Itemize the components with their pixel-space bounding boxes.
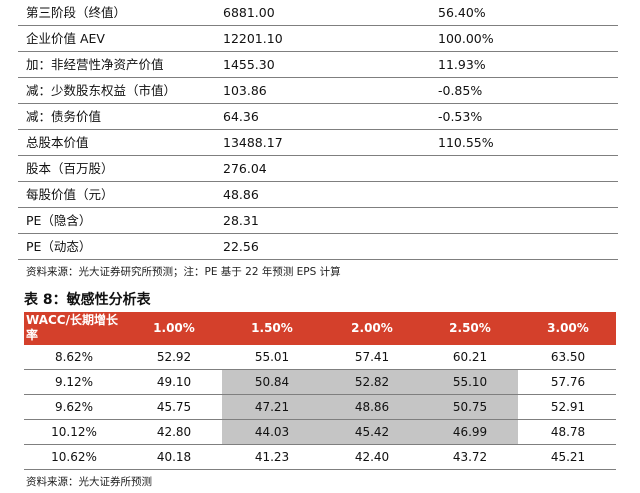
table-row: 加：非经营性净资产价值 1455.30 11.93% [18, 52, 618, 78]
row-value: 1455.30 [223, 57, 275, 72]
value-cell: 57.76 [550, 375, 586, 389]
value-cell: 52.82 [354, 375, 390, 389]
value-cell: 45.42 [354, 425, 390, 439]
header-growth-rate: 2.00% [351, 321, 393, 335]
value-cell: 44.03 [254, 425, 290, 439]
row-value: 13488.17 [223, 135, 283, 150]
value-cell: 48.78 [550, 425, 586, 439]
row-percent: 110.55% [438, 135, 494, 150]
header-growth-rate: 2.50% [449, 321, 491, 335]
header-corner-label: WACC/长期增长率 [26, 313, 118, 342]
valuation-table: 第三阶段（终值） 6881.00 56.40% 企业价值 AEV 12201.10 100… [18, 0, 618, 260]
row-label: 减：少数股东权益（市值） [26, 83, 177, 98]
row-percent: 56.40% [438, 5, 486, 20]
value-cell: 50.75 [452, 400, 488, 414]
value-cell: 42.40 [354, 450, 390, 464]
highlight-block [222, 370, 518, 445]
table-row: 8.62% 52.92 55.01 57.41 60.21 63.50 [24, 345, 616, 370]
wacc-cell: 8.62% [54, 350, 94, 364]
row-label: PE（隐含） [26, 213, 92, 228]
row-label: PE（动态） [26, 239, 92, 254]
table-row: 减：少数股东权益（市值） 103.86 -0.85% [18, 78, 618, 104]
table-row: 股本（百万股） 276.04 [18, 156, 618, 182]
table-row: 9.12% 49.10 50.84 52.82 55.10 57.76 [24, 370, 616, 395]
value-cell: 47.21 [254, 400, 290, 414]
table-row: 减：债务价值 64.36 -0.53% [18, 104, 618, 130]
row-label: 减：债务价值 [26, 109, 102, 124]
value-cell: 41.23 [254, 450, 290, 464]
value-cell: 48.86 [354, 400, 390, 414]
table-row: 10.62% 40.18 41.23 42.40 43.72 45.21 [24, 445, 616, 470]
value-cell: 45.21 [550, 450, 586, 464]
source-note: 资料来源：光大证券所预测 [26, 476, 152, 488]
value-cell: 52.92 [156, 350, 192, 364]
row-value: 22.56 [223, 239, 259, 254]
row-percent: -0.53% [438, 109, 483, 124]
row-label: 第三阶段（终值） [26, 5, 127, 20]
row-value: 6881.00 [223, 5, 275, 20]
value-cell: 42.80 [156, 425, 192, 439]
table-row: 10.12% 42.80 44.03 45.42 46.99 48.78 [24, 420, 616, 445]
wacc-cell: 9.62% [54, 400, 94, 414]
row-value: 28.31 [223, 213, 259, 228]
value-cell: 55.01 [254, 350, 290, 364]
row-label: 企业价值 AEV [26, 31, 105, 46]
row-value: 12201.10 [223, 31, 283, 46]
table-row: 总股本价值 13488.17 110.55% [18, 130, 618, 156]
table-row: 企业价值 AEV 12201.10 100.00% [18, 26, 618, 52]
value-cell: 50.84 [254, 375, 290, 389]
row-value: 64.36 [223, 109, 259, 124]
row-value: 103.86 [223, 83, 267, 98]
source-note: 资料来源：光大证券研究所预测；注：PE 基于 22 年预测 EPS 计算 [26, 266, 341, 278]
value-cell: 60.21 [452, 350, 488, 364]
value-cell: 63.50 [550, 350, 586, 364]
table-row: PE（隐含） 28.31 [18, 208, 618, 234]
table-title: 表 8：敏感性分析表 [24, 292, 151, 308]
row-label: 股本（百万股） [26, 161, 114, 176]
row-percent: 11.93% [438, 57, 486, 72]
table-row: 第三阶段（终值） 6881.00 56.40% [18, 0, 618, 26]
row-percent: 100.00% [438, 31, 494, 46]
table-header-row: WACC/长期增长率 1.00% 1.50% 2.00% 2.50% 3.00% [24, 312, 616, 345]
value-cell: 46.99 [452, 425, 488, 439]
table-row: 每股价值（元） 48.86 [18, 182, 618, 208]
row-label: 加：非经营性净资产价值 [26, 57, 164, 72]
row-value: 276.04 [223, 161, 267, 176]
wacc-cell: 9.12% [54, 375, 94, 389]
wacc-cell: 10.12% [51, 425, 97, 439]
value-cell: 49.10 [156, 375, 192, 389]
row-percent: -0.85% [438, 83, 483, 98]
table-row: 9.62% 45.75 47.21 48.86 50.75 52.91 [24, 395, 616, 420]
value-cell: 40.18 [156, 450, 192, 464]
value-cell: 45.75 [156, 400, 192, 414]
wacc-cell: 10.62% [51, 450, 97, 464]
value-cell: 52.91 [550, 400, 586, 414]
value-cell: 55.10 [452, 375, 488, 389]
row-value: 48.86 [223, 187, 259, 202]
header-growth-rate: 1.50% [251, 321, 293, 335]
row-label: 每股价值（元） [26, 187, 114, 202]
sensitivity-table: WACC/长期增长率 1.00% 1.50% 2.00% 2.50% 3.00% 8.6… [24, 312, 616, 470]
header-growth-rate: 1.00% [153, 321, 195, 335]
value-cell: 43.72 [452, 450, 488, 464]
header-growth-rate: 3.00% [547, 321, 589, 335]
value-cell: 57.41 [354, 350, 390, 364]
table-row: PE（动态） 22.56 [18, 234, 618, 260]
row-label: 总股本价值 [26, 135, 89, 150]
